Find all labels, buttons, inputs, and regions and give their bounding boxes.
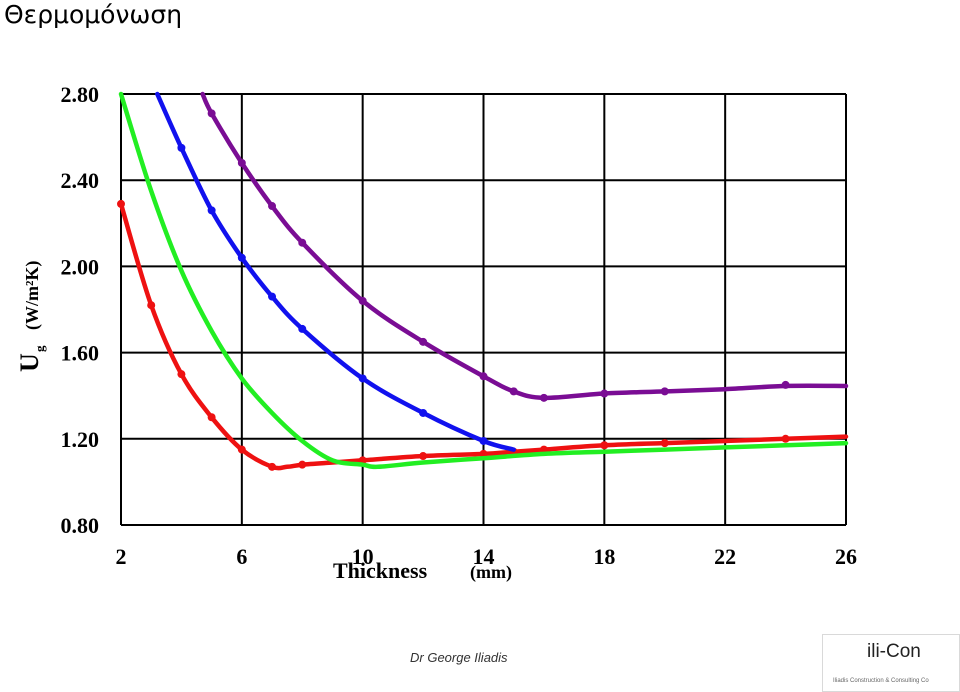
series-line-3: [200, 91, 849, 401]
data-point-2-5: [358, 374, 367, 383]
data-point-2-3: [268, 292, 277, 301]
data-point-0-14: [781, 434, 790, 443]
x-tick-label-2: 10: [352, 544, 374, 569]
y-tick-label-3: 2.00: [61, 254, 100, 279]
data-point-0-8: [419, 452, 428, 461]
y-tick-label-4: 2.40: [61, 168, 100, 193]
data-point-2-1: [207, 206, 216, 215]
data-point-0-6: [298, 460, 307, 469]
y-axis-sub-label: g: [32, 345, 47, 352]
logo-subtitle: Iliadis Construction & Consulting Co: [833, 678, 929, 684]
company-logo: ili-Con Iliadis Construction & Consultin…: [822, 634, 960, 692]
x-axis-title: Thickness: [333, 558, 428, 583]
series-group: [117, 91, 849, 471]
x-tick-label-6: 26: [835, 544, 857, 569]
x-tick-labels: 2 6 10 14 18 22 26: [116, 544, 858, 569]
data-point-3-9: [600, 389, 609, 398]
data-point-3-6: [479, 372, 488, 381]
x-tick-label-1: 6: [236, 544, 247, 569]
data-point-3-4: [358, 296, 367, 305]
y-tick-label-2: 1.60: [61, 341, 100, 366]
data-point-2-7: [479, 436, 488, 445]
x-axis-unit: (mm): [470, 562, 512, 583]
data-point-2-2: [237, 253, 246, 262]
x-tick-label-4: 18: [593, 544, 615, 569]
data-point-2-4: [298, 324, 307, 333]
y-tick-label-1: 1.20: [61, 427, 100, 452]
data-point-0-3: [207, 413, 216, 422]
logo-name: ili-Con: [867, 641, 921, 662]
data-point-2-0: [177, 143, 186, 152]
data-point-3-2: [268, 202, 277, 211]
data-point-3-0: [207, 109, 216, 118]
y-tick-labels: 0.80 1.20 1.60 2.00 2.40 2.80: [61, 82, 100, 538]
series-line-1: [118, 91, 849, 470]
x-tick-label-0: 2: [116, 544, 127, 569]
series-3: [200, 91, 849, 402]
data-point-0-0: [117, 199, 125, 208]
data-point-3-11: [781, 380, 790, 389]
data-point-3-10: [660, 387, 669, 396]
data-point-0-1: [147, 301, 156, 310]
y-axis-main-label: U: [15, 353, 44, 372]
y-axis-unit-label: (W/m²K): [22, 261, 43, 330]
series-line-2: [155, 91, 516, 452]
x-tick-label-3: 14: [473, 544, 495, 569]
data-point-3-7: [509, 387, 518, 396]
data-point-3-3: [298, 238, 307, 247]
series-1: [118, 91, 849, 470]
data-point-0-12: [600, 441, 609, 450]
data-point-0-13: [660, 439, 669, 448]
data-point-3-5: [419, 337, 428, 346]
data-point-3-1: [237, 158, 246, 167]
data-point-0-5: [268, 462, 277, 471]
y-tick-label-5: 2.80: [61, 82, 100, 107]
data-point-0-4: [237, 445, 246, 454]
data-point-0-2: [177, 370, 186, 379]
x-tick-label-5: 22: [714, 544, 736, 569]
data-point-3-8: [539, 393, 548, 402]
data-point-2-6: [419, 408, 428, 417]
author-credit: Dr George Iliadis: [410, 650, 508, 665]
page-title: Θερμομόνωση: [4, 0, 183, 29]
series-0: [117, 199, 849, 471]
y-axis-title: U g (W/m²K): [15, 261, 47, 372]
series-2: [155, 91, 516, 452]
y-tick-label-0: 0.80: [61, 513, 100, 538]
